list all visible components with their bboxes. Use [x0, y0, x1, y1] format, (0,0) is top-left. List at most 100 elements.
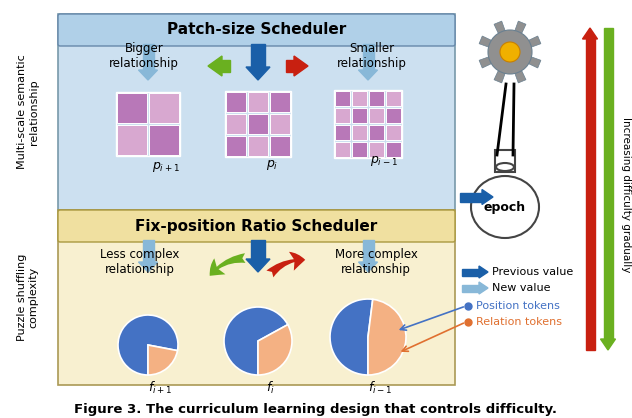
Bar [222, 60, 230, 72]
Wedge shape [224, 307, 288, 375]
Bar [368, 91, 384, 106]
Bar [334, 90, 402, 158]
Wedge shape [368, 299, 406, 375]
Bar [386, 107, 401, 123]
Text: Patch-size Scheduler: Patch-size Scheduler [167, 23, 346, 38]
Text: $f_{i-1}$: $f_{i-1}$ [368, 380, 392, 396]
Polygon shape [358, 70, 377, 80]
Bar [286, 60, 294, 72]
Polygon shape [482, 189, 493, 204]
Polygon shape [494, 69, 506, 83]
FancyBboxPatch shape [58, 210, 455, 242]
Circle shape [500, 42, 520, 62]
FancyBboxPatch shape [58, 14, 455, 46]
Bar [585, 39, 595, 350]
Polygon shape [294, 56, 308, 76]
Polygon shape [527, 56, 541, 68]
Bar [248, 92, 268, 112]
Bar [386, 91, 401, 106]
Bar [363, 44, 374, 70]
Polygon shape [494, 21, 506, 35]
Polygon shape [514, 21, 526, 35]
Bar [251, 240, 265, 259]
Wedge shape [258, 325, 292, 375]
Circle shape [488, 30, 532, 74]
Ellipse shape [496, 163, 514, 171]
Bar [351, 125, 367, 140]
Bar [604, 28, 612, 339]
Text: Multi-scale semantic
relationship: Multi-scale semantic relationship [17, 55, 39, 169]
Polygon shape [527, 36, 541, 48]
Polygon shape [583, 28, 597, 39]
Text: New value: New value [492, 283, 550, 293]
Ellipse shape [471, 176, 539, 238]
Text: Bigger
relationship: Bigger relationship [109, 42, 179, 70]
Polygon shape [246, 67, 270, 80]
Polygon shape [600, 339, 616, 350]
Bar [142, 44, 154, 70]
Bar [368, 107, 384, 123]
Bar [386, 125, 401, 140]
Bar [368, 125, 384, 140]
Polygon shape [479, 266, 488, 278]
Text: More complex
relationship: More complex relationship [334, 248, 418, 276]
Bar [248, 135, 268, 156]
Bar [226, 92, 246, 112]
Text: Less complex
relationship: Less complex relationship [100, 248, 179, 276]
Text: Smaller
relationship: Smaller relationship [337, 42, 407, 70]
Text: $p_{i-1}$: $p_{i-1}$ [370, 154, 398, 168]
Bar [269, 92, 290, 112]
Bar [149, 92, 179, 123]
FancyBboxPatch shape [58, 210, 455, 385]
Text: Figure 3. The curriculum learning design that controls difficulty.: Figure 3. The curriculum learning design… [75, 403, 557, 416]
Bar [269, 135, 290, 156]
Bar [149, 125, 179, 155]
Text: Relation tokens: Relation tokens [476, 317, 562, 327]
Text: Puzzle shuffling
complexity: Puzzle shuffling complexity [17, 254, 39, 341]
Bar [351, 142, 367, 157]
Wedge shape [118, 315, 178, 375]
Polygon shape [479, 56, 493, 68]
Bar [226, 114, 246, 134]
Wedge shape [330, 299, 373, 375]
Polygon shape [138, 262, 157, 272]
Bar [116, 92, 180, 156]
Text: Increasing difficulty gradually: Increasing difficulty gradually [621, 117, 631, 273]
Text: $p_{i+1}$: $p_{i+1}$ [152, 160, 180, 174]
Bar [251, 44, 265, 67]
Bar [460, 193, 482, 201]
Bar [116, 92, 147, 123]
Polygon shape [138, 70, 157, 80]
Bar [351, 107, 367, 123]
Polygon shape [246, 259, 270, 272]
Bar [225, 91, 291, 157]
Text: Previous value: Previous value [492, 267, 573, 277]
Bar [334, 91, 350, 106]
Bar [351, 91, 367, 106]
Bar [334, 125, 350, 140]
Text: $f_i$: $f_i$ [265, 380, 274, 396]
Polygon shape [479, 36, 493, 48]
Bar [368, 142, 384, 157]
Bar [142, 240, 154, 262]
Text: $f_{i+1}$: $f_{i+1}$ [148, 380, 172, 396]
Bar [269, 114, 290, 134]
Bar [462, 268, 479, 275]
Text: epoch: epoch [484, 201, 526, 214]
Bar [116, 125, 147, 155]
FancyBboxPatch shape [58, 14, 455, 210]
Bar [226, 135, 246, 156]
Text: $p_i$: $p_i$ [266, 158, 278, 172]
Text: Fix-position Ratio Scheduler: Fix-position Ratio Scheduler [135, 219, 378, 234]
Bar [334, 107, 350, 123]
Bar [363, 240, 374, 262]
Bar [495, 150, 515, 172]
Polygon shape [479, 282, 488, 294]
Wedge shape [148, 345, 178, 375]
Polygon shape [358, 262, 377, 272]
Text: Position tokens: Position tokens [476, 301, 560, 311]
Bar [334, 142, 350, 157]
Polygon shape [514, 69, 526, 83]
Bar [248, 114, 268, 134]
Bar [386, 142, 401, 157]
